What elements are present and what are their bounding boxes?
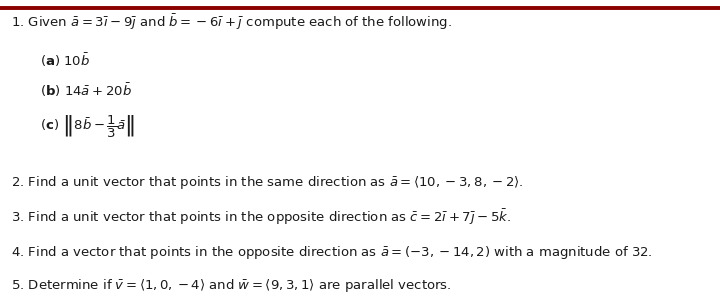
Text: 1. Given $\bar{a} = 3\bar{\imath} -9\bar{\jmath}$ and $\bar{b} = -6\bar{\imath} : 1. Given $\bar{a} = 3\bar{\imath} -9\bar… xyxy=(11,13,451,32)
Text: 2. Find a unit vector that points in the same direction as $\bar{a} = \langle 10: 2. Find a unit vector that points in the… xyxy=(11,174,523,191)
Text: $(\mathbf{a})$ $10\bar{b}$: $(\mathbf{a})$ $10\bar{b}$ xyxy=(40,51,90,69)
Text: 3. Find a unit vector that points in the opposite direction as $\bar{c} = 2\bar{: 3. Find a unit vector that points in the… xyxy=(11,208,510,227)
Text: 5. Determine if $\bar{v} = \langle 1, 0, -4\rangle$ and $\bar{w} = \langle 9, 3,: 5. Determine if $\bar{v} = \langle 1, 0,… xyxy=(11,277,451,294)
Text: 4. Find a vector that points in the opposite direction as $\bar{a} = (-3, -14, 2: 4. Find a vector that points in the oppo… xyxy=(11,244,652,261)
Text: $(\mathbf{b})$ $14\bar{a} + 20\bar{b}$: $(\mathbf{b})$ $14\bar{a} + 20\bar{b}$ xyxy=(40,81,132,99)
Text: $(\mathbf{c})$ $\left\|8\bar{b} - \dfrac{1}{3}\bar{a}\right\|$: $(\mathbf{c})$ $\left\|8\bar{b} - \dfrac… xyxy=(40,114,135,140)
